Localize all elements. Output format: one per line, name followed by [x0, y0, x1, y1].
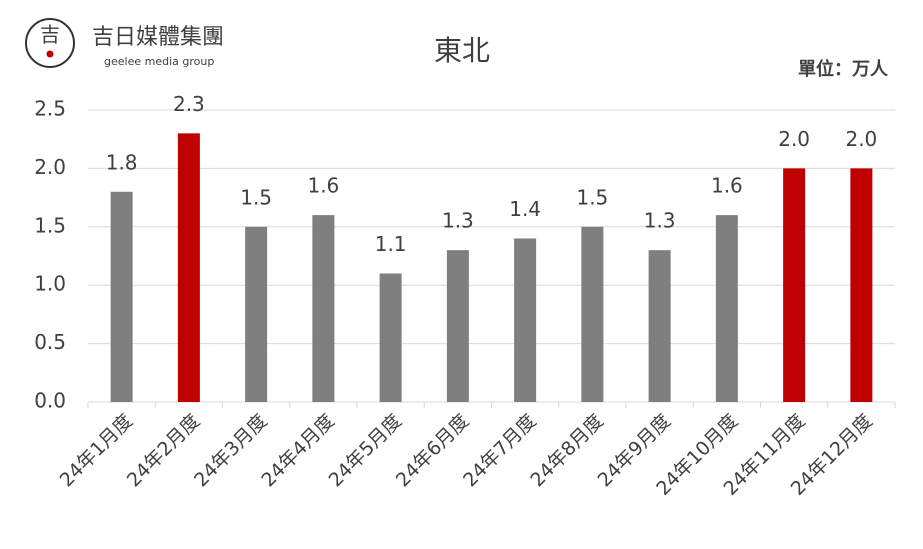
y-tick-label: 0.0: [34, 389, 66, 413]
bar: [312, 215, 335, 402]
bar: [648, 250, 671, 402]
logo: 吉 吉日媒體集團 geelee media group: [25, 18, 224, 68]
data-label: 2.3: [173, 92, 205, 116]
logo-ring: [25, 18, 75, 68]
bar: [110, 191, 133, 402]
y-tick-label: 1.5: [34, 213, 66, 237]
data-label: 1.3: [442, 209, 474, 233]
y-tick-label: 2.5: [34, 97, 66, 121]
data-label: 1.6: [307, 174, 339, 198]
y-tick-label: 0.5: [34, 330, 66, 354]
data-label: 1.6: [711, 174, 743, 198]
logo-mark: 吉: [40, 23, 60, 47]
bar: [514, 238, 537, 402]
data-label: 1.1: [375, 232, 407, 256]
bar: [446, 250, 469, 402]
y-tick-label: 2.0: [34, 155, 66, 179]
bar: [783, 168, 806, 402]
unit-label: 單位：万人: [798, 58, 889, 80]
data-label: 1.5: [576, 185, 608, 209]
bar: [177, 133, 200, 403]
data-label: 2.0: [845, 127, 877, 151]
data-label: 1.4: [509, 197, 541, 221]
data-label: 1.3: [644, 209, 676, 233]
y-tick-label: 1.0: [34, 272, 66, 296]
bar: [715, 215, 738, 402]
chart-title: 東北: [434, 34, 490, 67]
bar: [850, 168, 873, 402]
data-label: 1.8: [106, 150, 138, 174]
bar: [581, 226, 604, 402]
bar: [379, 273, 402, 402]
data-label: 1.5: [240, 185, 272, 209]
brand-name: 吉日媒體集團: [92, 25, 224, 50]
bar: [245, 226, 268, 402]
brand-tagline: geelee media group: [104, 55, 214, 68]
data-label: 2.0: [778, 127, 810, 151]
logo-dot: [46, 50, 54, 58]
